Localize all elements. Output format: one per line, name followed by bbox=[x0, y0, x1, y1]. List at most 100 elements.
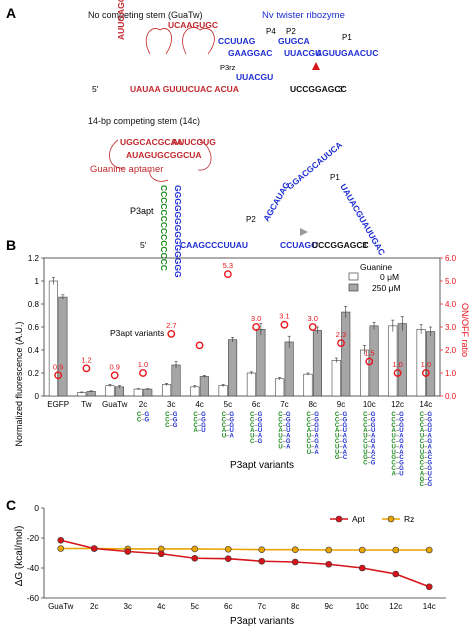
c-x-tick-label: 9c bbox=[325, 602, 333, 611]
bottom-rz-low: AGCAUAG bbox=[261, 180, 292, 223]
top-tail-seq: UCCGGAGCC bbox=[290, 84, 347, 94]
chart-b-ratio: 0.9 1.2 0.9 1.0 2.7 5.3 3.0 3.1 3.0 2.3 1.5 1.0 1.0 bbox=[53, 261, 431, 380]
point-apt bbox=[291, 558, 299, 566]
stem-pair: C–G bbox=[363, 412, 376, 418]
point-rz bbox=[191, 545, 199, 553]
bar-0uM bbox=[303, 373, 313, 397]
bottom-p2-label: P2 bbox=[246, 215, 256, 224]
c-x-tick-label: 5c bbox=[191, 602, 199, 611]
point-apt bbox=[90, 545, 98, 552]
ratio-marker bbox=[252, 323, 261, 331]
bottom-tail-blue: CCUAGC bbox=[280, 240, 317, 250]
point-apt bbox=[57, 536, 65, 544]
ratio-marker bbox=[421, 369, 430, 377]
bar-250uM bbox=[369, 325, 379, 397]
apt-mid: AUAGUGCGGCUA bbox=[126, 150, 202, 160]
stem-p2-label: P2 bbox=[286, 27, 296, 36]
point-apt bbox=[258, 557, 266, 565]
x-tick-label: 9c bbox=[337, 400, 345, 409]
c-x-tick-label: 14c bbox=[423, 602, 436, 611]
point-apt bbox=[224, 555, 232, 563]
legend-swatch-0 bbox=[348, 272, 359, 281]
stem-pair: C–G bbox=[250, 423, 263, 429]
stem-green-seq: CCCCCCCCCCCCCC bbox=[159, 185, 169, 271]
stem-pair: C–G bbox=[391, 439, 404, 445]
panel-a: A No competing stem (GuaTw) Nv twister r… bbox=[6, 0, 387, 278]
chart-c-legend: Apt Rz bbox=[330, 514, 414, 524]
c-y-tick-label: -60 bbox=[27, 593, 40, 603]
point-rz bbox=[325, 546, 333, 554]
stem-pair: C–G bbox=[391, 466, 404, 472]
stem-pair: U–A bbox=[420, 450, 433, 456]
stem-pair: C–G bbox=[391, 423, 404, 429]
bar-0uM bbox=[218, 385, 228, 397]
stem-pair: U–A bbox=[335, 444, 348, 450]
stem-p4-label: P4 bbox=[266, 27, 276, 36]
bottom-strand-seq: CAAGCCCUUAU bbox=[180, 240, 248, 250]
ratio-marker bbox=[139, 369, 147, 377]
bar-250uM bbox=[58, 296, 68, 397]
x-tick-label: GuaTw bbox=[102, 400, 128, 409]
stem-pair: C–G bbox=[193, 412, 206, 418]
stem-pair: C–G bbox=[391, 412, 404, 418]
point-rz bbox=[224, 545, 232, 553]
point-apt bbox=[325, 560, 333, 568]
stem-pair: U–A bbox=[420, 444, 433, 450]
ratio-label: 1.2 bbox=[81, 355, 91, 364]
chart-b-ylabel: Normalized fluorescence (A.U.) bbox=[14, 321, 24, 446]
x-tick-label: 14c bbox=[419, 400, 432, 409]
y-tick-label: 1 bbox=[35, 277, 40, 286]
stem-pair: C–G bbox=[363, 417, 376, 423]
point-apt bbox=[425, 583, 433, 591]
ratio-label: 2.7 bbox=[166, 321, 176, 330]
y-tick-label: 0.2 bbox=[28, 369, 40, 378]
y2-tick-label: 3.0 bbox=[445, 323, 457, 332]
top-rz-f: UUACGU bbox=[236, 72, 273, 82]
point-rz bbox=[291, 546, 299, 554]
bar-0uM bbox=[162, 384, 172, 397]
top-5prime: 5' bbox=[92, 84, 99, 94]
stem-pair: C–G bbox=[363, 461, 376, 467]
chart-c-xlabel: P3apt variants bbox=[230, 616, 294, 627]
legend-marker-rz bbox=[387, 515, 395, 523]
point-rz bbox=[258, 546, 266, 554]
apt-top-left: UGGCACGCAA bbox=[120, 137, 183, 147]
top-loop-right-seq: UCAAGUGC bbox=[168, 20, 218, 30]
ratio-marker bbox=[308, 323, 317, 331]
stem-pair: C–G bbox=[165, 417, 178, 423]
legend-label-rz: Rz bbox=[404, 514, 414, 524]
y-tick-label: 1.2 bbox=[28, 254, 40, 263]
cleavage-site-marker bbox=[312, 62, 320, 70]
x-tick-label: EGFP bbox=[47, 400, 69, 409]
stem-pair: G–C bbox=[391, 455, 404, 461]
ratio-label: 1.0 bbox=[138, 360, 148, 369]
bar-0uM bbox=[133, 388, 143, 397]
stem-pair: C–G bbox=[391, 461, 404, 467]
bottom-3prime: 3' bbox=[362, 240, 369, 250]
stem-pair: C–G bbox=[420, 461, 433, 467]
y-tick-label: 0.8 bbox=[28, 300, 40, 309]
c-x-tick-label: 10c bbox=[356, 602, 369, 611]
stem-pair: A–U bbox=[420, 428, 432, 434]
point-rz bbox=[358, 546, 366, 554]
bottom-aptamer-outline bbox=[109, 139, 212, 182]
stem-pair: C–G bbox=[193, 423, 206, 429]
bottom-p1-label: P1 bbox=[330, 173, 340, 182]
point-apt bbox=[358, 564, 366, 572]
panel-c: C 0 -20 -40 -60 GuaTw 2c 3c 4c 5c 6c 7c 8c 9c 10c 12c 1… bbox=[6, 497, 446, 627]
c-x-tick-label: GuaTw bbox=[48, 602, 74, 611]
c-x-tick-label: 4c bbox=[157, 602, 165, 611]
ratio-marker bbox=[223, 270, 232, 278]
ratio-marker bbox=[393, 369, 402, 377]
stem-pair: U–A bbox=[335, 450, 348, 456]
legend-title: Guanine bbox=[360, 262, 392, 272]
y-tick-label: 0.6 bbox=[28, 323, 40, 332]
legend-label-apt: Apt bbox=[352, 514, 365, 524]
stem-pair: A–U bbox=[420, 471, 432, 477]
ratio-label: 3.1 bbox=[279, 312, 289, 321]
stem-pair: A–U bbox=[335, 428, 347, 434]
stem-blue-seq: GGGGGGGGGGGGGG bbox=[173, 185, 183, 278]
chart-c-frame bbox=[43, 508, 446, 599]
bottom-tail-black: UCCGGAGCC bbox=[312, 240, 369, 250]
panel-b: B 0.9 1.2 0.9 1.0 2.7 5.3 3.0 3.1 3.0 2.3 1.5 1.0 1.… bbox=[6, 237, 470, 488]
